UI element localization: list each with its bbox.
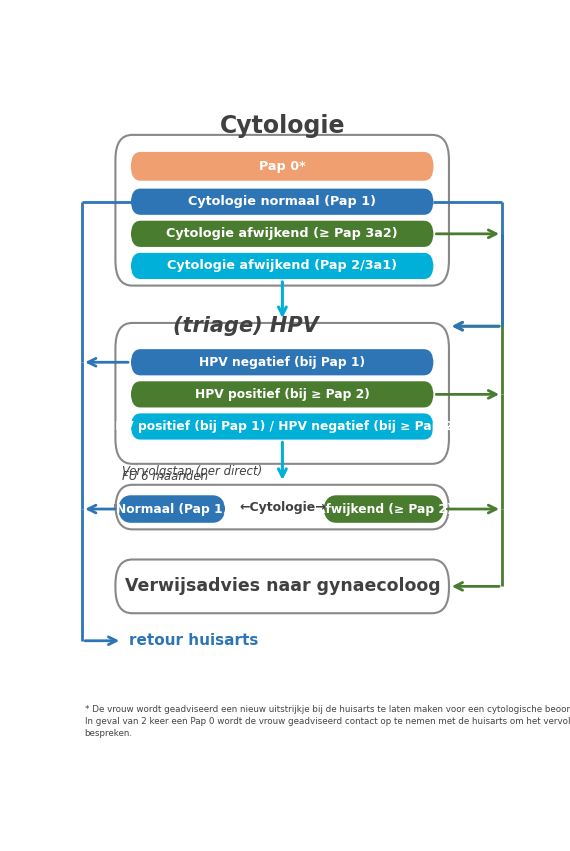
Text: Normaal (Pap 1): Normaal (Pap 1) [116,503,228,516]
Text: Vervolgstap (per direct): Vervolgstap (per direct) [122,465,262,478]
FancyBboxPatch shape [117,495,226,523]
Text: ←Cytologie→: ←Cytologie→ [239,500,326,513]
FancyBboxPatch shape [131,253,434,279]
FancyBboxPatch shape [131,189,434,214]
Text: * De vrouw wordt geadviseerd een nieuw uitstrijkje bij de huisarts te laten make: * De vrouw wordt geadviseerd een nieuw u… [84,705,570,738]
Text: Cytologie: Cytologie [219,114,345,139]
Text: HPV positief (bij Pap 1) / HPV negatief (bij ≥ Pap 2): HPV positief (bij Pap 1) / HPV negatief … [105,420,459,433]
Text: HPV positief (bij ≥ Pap 2): HPV positief (bij ≥ Pap 2) [195,388,369,401]
Text: Cytologie afwijkend (Pap 2/3a1): Cytologie afwijkend (Pap 2/3a1) [167,260,397,272]
Text: Cytologie afwijkend (≥ Pap 3a2): Cytologie afwijkend (≥ Pap 3a2) [166,227,398,240]
FancyBboxPatch shape [115,559,449,614]
Text: Afwijkend (≥ Pap 2): Afwijkend (≥ Pap 2) [316,503,452,516]
FancyBboxPatch shape [131,349,434,375]
Text: Verwijsadvies naar gynaecoloog: Verwijsadvies naar gynaecoloog [125,577,440,596]
Text: (triage) HPV: (triage) HPV [173,317,319,336]
FancyBboxPatch shape [131,381,434,408]
Text: Cytologie normaal (Pap 1): Cytologie normaal (Pap 1) [188,195,376,208]
FancyBboxPatch shape [115,135,449,286]
Text: FU 6 maanden: FU 6 maanden [122,471,208,483]
Text: HPV negatief (bij Pap 1): HPV negatief (bij Pap 1) [199,356,365,368]
FancyBboxPatch shape [131,152,434,180]
FancyBboxPatch shape [115,485,449,529]
Text: Pap 0*: Pap 0* [259,160,306,173]
FancyBboxPatch shape [131,220,434,247]
FancyBboxPatch shape [115,323,449,464]
Text: retour huisarts: retour huisarts [129,633,258,648]
FancyBboxPatch shape [131,414,434,440]
FancyBboxPatch shape [323,495,445,523]
